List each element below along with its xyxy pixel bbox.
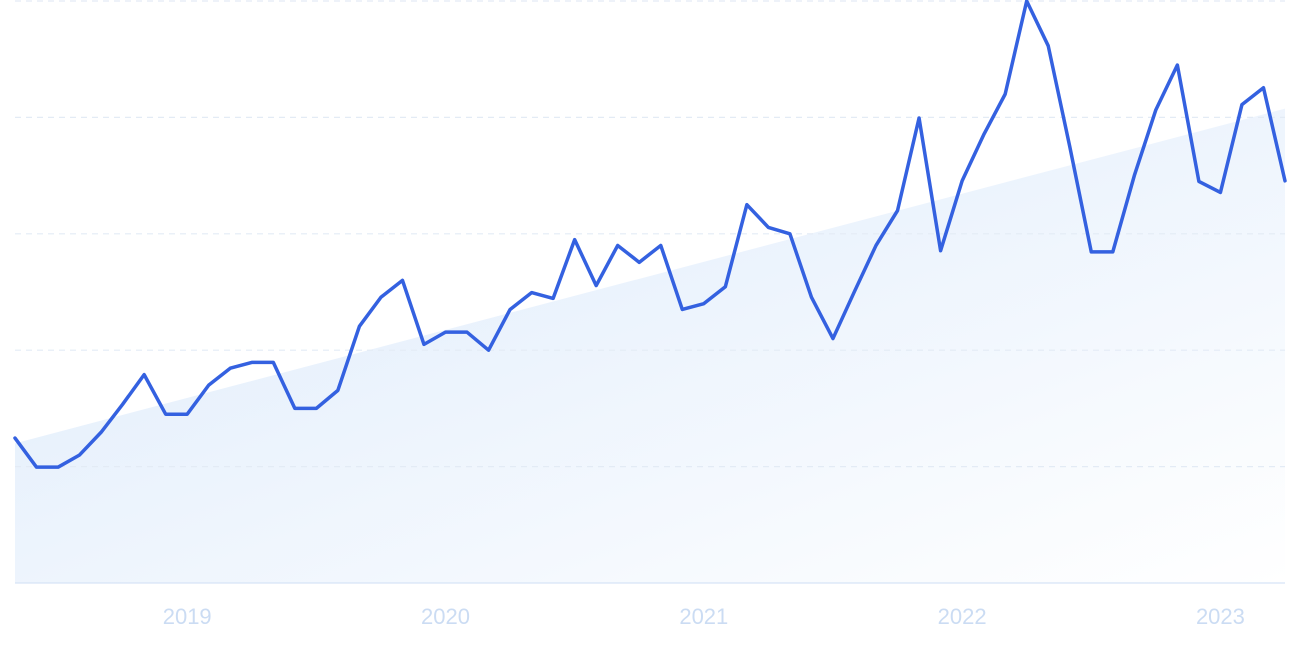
trend-area [15,108,1285,584]
x-tick-label: 2021 [679,604,728,629]
x-tick-label: 2022 [938,604,987,629]
line-series [13,0,1287,469]
x-tick-label: 2020 [421,604,470,629]
x-tick-label: 2019 [163,604,212,629]
x-tick-label: 2023 [1196,604,1245,629]
